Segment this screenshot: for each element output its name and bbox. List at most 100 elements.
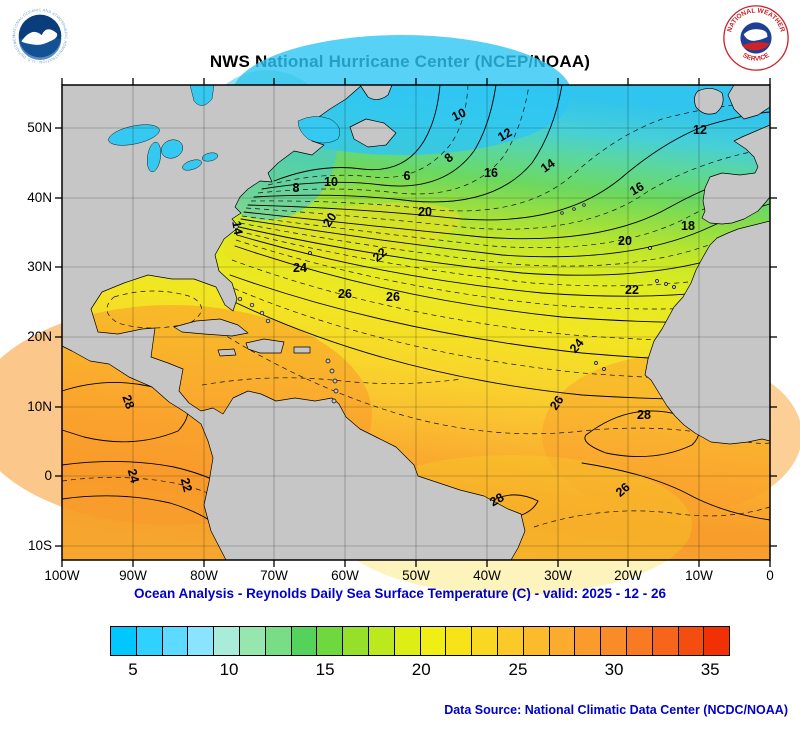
jamaica-land xyxy=(217,348,237,357)
colorbar-cell xyxy=(136,627,163,655)
colorbar-tick-label: 25 xyxy=(508,660,528,679)
greenland-tip-land xyxy=(359,84,393,100)
colorbar-cell xyxy=(343,627,369,655)
lon-tick-label: 40W xyxy=(473,568,501,583)
colorbar-cell xyxy=(704,627,730,655)
puerto-rico-land xyxy=(293,346,311,354)
nws-logo: NATIONAL WEATHER SERVICE xyxy=(722,4,790,72)
nws-swoosh-icon xyxy=(741,42,771,51)
contour-label: 24 xyxy=(293,260,307,275)
lon-tick-label: 90W xyxy=(119,568,147,583)
lat-tick-label: 10N xyxy=(27,399,52,414)
gridlines xyxy=(62,85,770,560)
colorbar-cell xyxy=(601,627,627,655)
contour-label: 18 xyxy=(681,218,695,233)
noaa-logo-icon: NATIONAL OCEANIC AND ATMOSPHERIC ADMINIS… xyxy=(8,4,72,68)
lon-tick-label: 30W xyxy=(544,568,572,583)
colorbar-cell xyxy=(549,627,576,655)
lat-tick-label: 0 xyxy=(44,468,52,483)
nws-logo-icon: NATIONAL WEATHER SERVICE xyxy=(723,5,789,71)
colorbar-cell xyxy=(162,627,189,655)
contour-label: 12 xyxy=(693,122,707,137)
colorbar-cell xyxy=(472,627,498,655)
ireland-land xyxy=(694,88,724,115)
lon-tick-label: 0 xyxy=(766,568,774,583)
colorbar-cell xyxy=(214,627,240,655)
contour-label: 6 xyxy=(403,168,411,183)
lesser-antilles-islands xyxy=(325,358,339,404)
lon-tick-label: 10W xyxy=(685,568,713,583)
data-source: Data Source: National Climatic Data Cent… xyxy=(444,703,788,717)
colorbar-cell xyxy=(575,627,602,655)
bahamas-islands xyxy=(237,296,271,324)
axis-ticks xyxy=(55,78,777,567)
lon-tick-label: 80W xyxy=(190,568,218,583)
james-bay xyxy=(189,84,215,106)
lake-huron xyxy=(161,139,183,159)
colorbar-cell xyxy=(368,627,395,655)
lon-tick-label: 60W xyxy=(331,568,359,583)
colorbar-cell xyxy=(394,627,421,655)
colorbar-cell xyxy=(678,627,705,655)
cape-verde-islands xyxy=(594,361,606,371)
contour-label: 22 xyxy=(625,282,639,297)
colorbar-cell xyxy=(111,627,137,655)
azores-islands xyxy=(560,203,586,215)
nws-map-icon xyxy=(743,29,768,41)
lat-tick-label: 30N xyxy=(27,259,52,274)
lat-tick-label: 50N xyxy=(27,120,52,135)
lat-tick-label: 40N xyxy=(27,190,52,205)
contour-label: 10 xyxy=(324,174,338,189)
lon-tick-label: 20W xyxy=(614,568,642,583)
map-border xyxy=(61,84,771,561)
madeira-island xyxy=(648,246,652,250)
contour-label: 28 xyxy=(637,407,651,422)
colorbar-cell xyxy=(626,627,653,655)
noaa-gull-icon xyxy=(21,29,58,45)
colorbar-cell xyxy=(239,627,266,655)
contour-label: 20 xyxy=(618,233,632,248)
map-frame: 10 12 12 8 10 6 8 16 14 16 18 14 20 20 20 22 24 22 26 26 24 2… xyxy=(0,35,800,595)
contour-label: 26 xyxy=(338,286,352,301)
noaa-logo: NATIONAL OCEANIC AND ATMOSPHERIC ADMINIS… xyxy=(8,4,72,68)
gulf-of-st-lawrence xyxy=(297,116,340,144)
nws-ring-text-bottom: SERVICE xyxy=(741,52,771,63)
hispaniola-land xyxy=(245,338,285,354)
newfoundland-land xyxy=(349,118,397,148)
contour-label: 14 xyxy=(229,219,246,237)
map-caption: Ocean Analysis - Reynolds Daily Sea Surf… xyxy=(134,586,666,601)
colorbar-cell xyxy=(317,627,344,655)
contour-label: 16 xyxy=(484,165,498,180)
lake-ontario xyxy=(201,152,219,162)
colorbar xyxy=(110,626,730,656)
colorbar-cell xyxy=(420,627,447,655)
lat-tick-label: 20N xyxy=(27,329,52,344)
contour-label: 26 xyxy=(386,289,400,304)
colorbar-tick-label: 30 xyxy=(604,660,624,679)
landmasses xyxy=(61,84,771,561)
colorbar-cell xyxy=(291,627,318,655)
colorbar-tick-label: 5 xyxy=(128,660,138,679)
colorbar-tick-label: 35 xyxy=(700,660,720,679)
iberia-france-land xyxy=(701,124,771,225)
inland-water xyxy=(108,84,340,173)
lat-tick-label: 10S xyxy=(27,538,52,553)
colorbar-tick-label: 15 xyxy=(315,660,335,679)
lon-tick-label: 70W xyxy=(260,568,288,583)
africa-land xyxy=(644,220,771,445)
colorbar-tick-label: 10 xyxy=(219,660,239,679)
lon-tick-label: 100W xyxy=(44,568,80,583)
colorbar-tick-label: 20 xyxy=(411,660,431,679)
colorbar-cell xyxy=(265,627,292,655)
lake-michigan xyxy=(147,141,161,173)
cuba-land xyxy=(173,318,249,337)
sst-map-canvas xyxy=(0,35,800,595)
north-south-america-land xyxy=(61,84,526,561)
canary-islands xyxy=(655,279,676,289)
contour-label: 20 xyxy=(418,204,432,219)
bermuda-island xyxy=(308,251,312,255)
lake-superior xyxy=(108,124,160,146)
colorbar-cell xyxy=(652,627,679,655)
colorbar-cell xyxy=(188,627,215,655)
